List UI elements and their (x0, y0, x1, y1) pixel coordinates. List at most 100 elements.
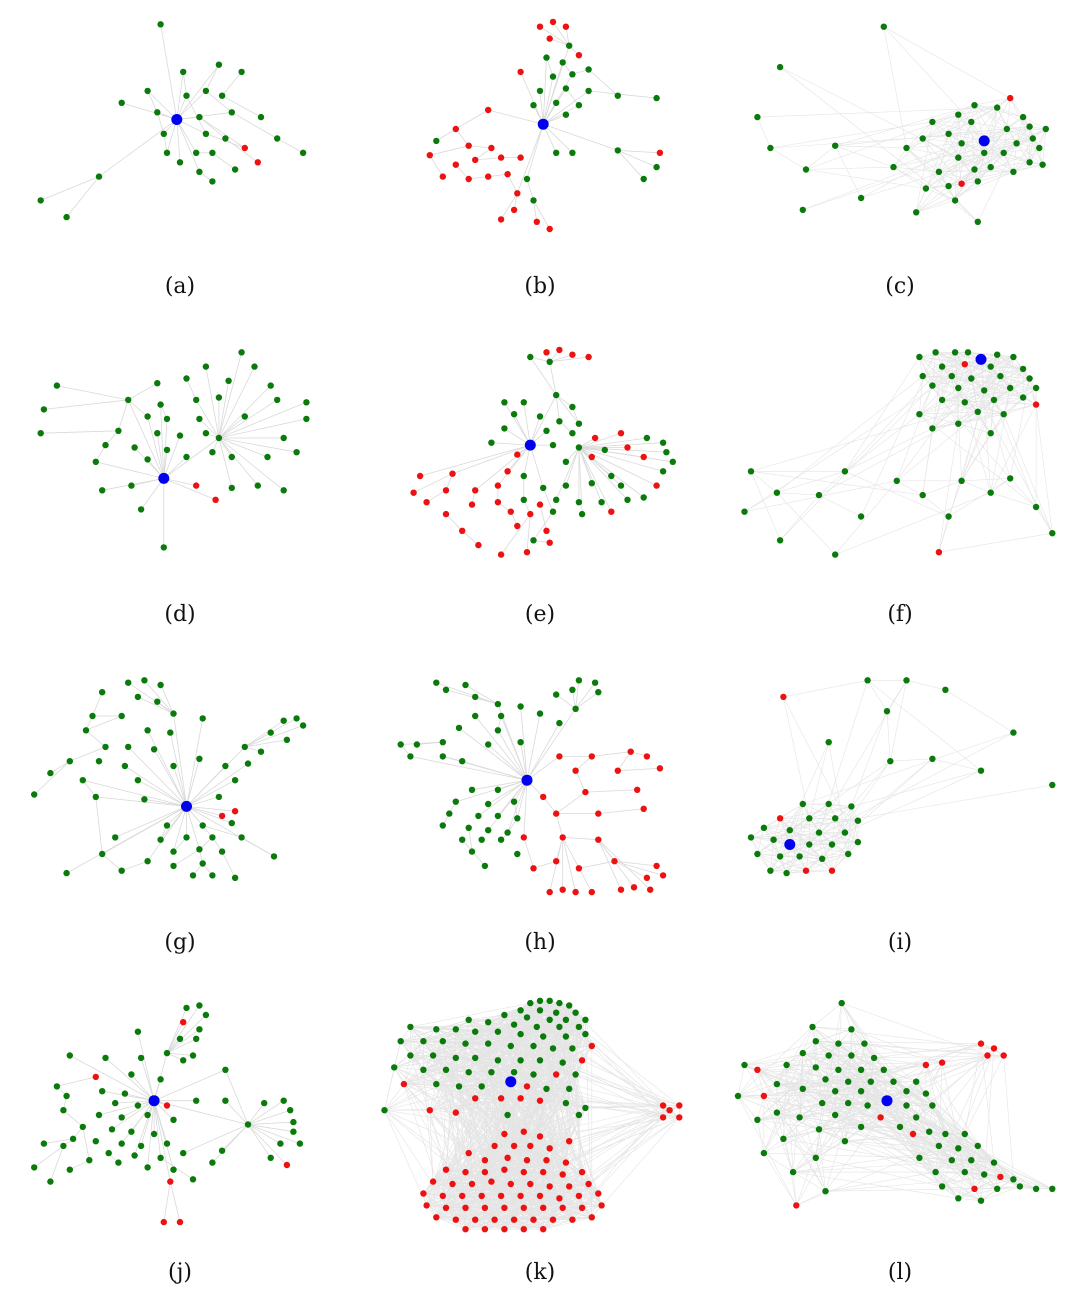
graph-edge (993, 1162, 998, 1189)
graph-edge (977, 171, 1014, 182)
graph-edge (578, 447, 622, 486)
graph-edge (818, 832, 858, 843)
green-node (553, 149, 560, 156)
graph-edge (779, 856, 807, 871)
green-node (303, 415, 310, 423)
green-node (559, 1059, 566, 1066)
graph-edge (121, 1100, 155, 1118)
green-node (1000, 149, 1007, 156)
green-node (549, 508, 557, 515)
graph-edge (925, 185, 949, 189)
graph-edge (514, 1071, 664, 1118)
green-node (105, 1149, 112, 1157)
graph-edge (757, 1119, 784, 1140)
graph-edge (436, 1083, 550, 1149)
graph-edge (818, 1129, 846, 1142)
green-node (108, 1126, 116, 1133)
graph-edge (1000, 375, 1037, 389)
graph-edge (218, 437, 268, 458)
graph-edge (82, 1126, 90, 1161)
green-node (485, 800, 492, 808)
graph-edge (581, 1060, 680, 1106)
green-node (128, 1071, 135, 1078)
graph-edge (935, 1171, 985, 1175)
graph-edge (932, 404, 1037, 429)
green-node (575, 1023, 583, 1031)
green-node (118, 867, 125, 874)
green-node (913, 1078, 920, 1085)
green-node (209, 834, 216, 841)
graph-edge (919, 1157, 965, 1173)
graph-edge (552, 1048, 583, 1061)
panel-c: (c) (720, 2, 1080, 330)
graph-edge (990, 366, 1024, 370)
panel-e: (e) (360, 330, 720, 658)
graph-edge (750, 837, 858, 843)
green-node (643, 434, 651, 442)
red-node (452, 161, 459, 168)
graph-edge (542, 487, 554, 512)
graph-edge (1016, 143, 1043, 165)
graph-edge (413, 473, 453, 494)
graph-edge (822, 1102, 982, 1201)
graph-edge (961, 128, 1008, 184)
graph-edge (539, 26, 570, 47)
graph-edge (432, 1043, 466, 1056)
green-node (517, 1057, 524, 1064)
graph-edge (523, 1131, 570, 1142)
green-node (118, 1114, 125, 1121)
graph-edge (802, 1052, 862, 1071)
green-node (433, 1026, 440, 1033)
graph-edge (860, 1117, 881, 1128)
graph-edge (961, 480, 991, 493)
green-node (913, 1114, 920, 1121)
green-node (540, 1033, 547, 1040)
green-node (1049, 1185, 1056, 1192)
graph-edge (500, 1045, 592, 1099)
red-node (569, 1216, 576, 1223)
graph-edge (958, 423, 991, 434)
graph-edge (922, 138, 940, 172)
red-node (462, 1226, 469, 1233)
graph-edge (183, 1124, 249, 1154)
graph-edge (166, 1005, 200, 1054)
graph-edge (799, 803, 804, 857)
green-node (883, 708, 891, 715)
graph-edge (786, 1062, 943, 1066)
graph-edge (825, 1176, 1001, 1192)
graph-edge (776, 1083, 907, 1092)
green-node (1013, 140, 1020, 147)
graph-edge (423, 1040, 456, 1059)
graph-edge (539, 1005, 570, 1011)
green-node (857, 194, 865, 202)
graph-edge (763, 818, 810, 829)
graph-edge (848, 1102, 868, 1106)
green-node (799, 800, 806, 808)
graph-edge (442, 1183, 511, 1197)
graph-edge (429, 145, 469, 156)
graph-edge (221, 851, 236, 878)
graph-edge (458, 727, 528, 781)
red-node (212, 496, 219, 503)
graph-edge (147, 806, 187, 862)
graph-edge (549, 356, 589, 363)
graph-edge (922, 366, 943, 377)
graph-edge (867, 680, 888, 712)
graph-edge (212, 1124, 249, 1163)
graph-edge (1010, 378, 1030, 389)
graph-edge (948, 114, 959, 134)
red-node (598, 1202, 605, 1209)
green-node (536, 1007, 544, 1014)
graph-edge (436, 1207, 466, 1218)
graph-edge (958, 359, 982, 389)
graph-edge (160, 1157, 194, 1180)
graph-edge (423, 1069, 434, 1182)
graph-edge (543, 1193, 599, 1230)
graph-edge (805, 169, 926, 189)
red-node (523, 1157, 531, 1164)
graph-edge (835, 1081, 871, 1092)
green-node (193, 1035, 200, 1042)
graph-edge (555, 791, 586, 814)
graph-edge (205, 64, 220, 92)
green-node (202, 363, 210, 370)
